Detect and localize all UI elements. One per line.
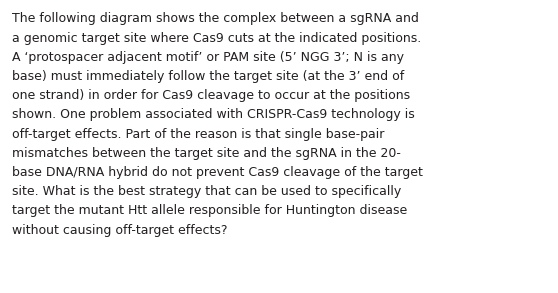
Text: The following diagram shows the complex between a sgRNA and
a genomic target sit: The following diagram shows the complex … xyxy=(12,12,423,236)
